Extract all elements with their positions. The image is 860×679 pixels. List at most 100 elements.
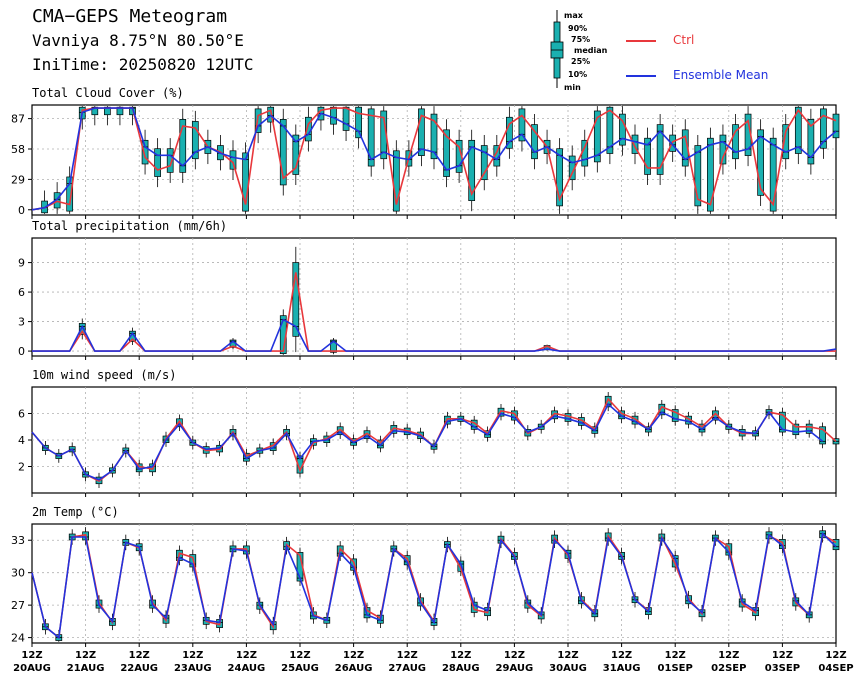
x-tick-label-time: 12Z [557,650,578,661]
mean-series-line [31,532,837,640]
x-tick-label-time: 12Z [825,650,846,661]
box-iqr [141,139,149,165]
legend-ctrl-label: Ctrl [673,33,695,47]
x-tick-label-time: 12Z [289,650,310,661]
y-tick-label: 27 [11,599,25,612]
panel-title: Total Cloud Cover (%) [32,86,184,100]
box-iqr [832,113,840,139]
box-iqr [292,262,300,337]
box-iqr [782,124,790,160]
y-tick-label: 33 [11,534,25,547]
box-iqr [556,148,563,207]
y-tick-label: 24 [11,632,25,645]
box-iqr [671,409,679,422]
y-tick-label: 29 [11,173,25,186]
x-tick-label-time: 12Z [21,650,42,661]
x-tick-label-date: 30AUG [549,663,587,674]
x-tick-label-time: 12Z [611,650,632,661]
y-tick-label: 6 [18,286,25,299]
box-iqr [418,108,425,156]
legend-min: min [564,83,581,92]
mean-series-line [31,107,837,211]
box-iqr [807,119,815,165]
box-iqr [606,106,614,154]
y-tick-label: 3 [18,316,25,329]
legend-box-glyph [550,10,564,88]
box-iqr [430,113,438,160]
legend-median: median [574,46,608,55]
box-iqr [154,148,161,177]
mean-series-line [32,318,837,352]
box-iqr [656,124,664,175]
box-iqr [443,129,450,177]
x-tick-label-time: 12Z [129,650,150,661]
x-tick-label-time: 12Z [718,650,739,661]
x-tick-label-date: 26AUG [335,663,373,674]
mean-series-line [31,402,824,481]
box-iqr [757,129,764,196]
x-tick-label-date: 29AUG [496,663,534,674]
box-iqr [769,137,777,212]
initime-label: IniTime: 20250820 12UTC [32,55,254,74]
chart-title: CMA−GEPS Meteogram [32,6,228,27]
x-tick-label-date: 04SEP [818,663,853,674]
y-tick-label: 6 [18,408,25,421]
ctrl-series-line [31,107,837,211]
box-iqr [732,124,739,160]
box-iqr [819,426,826,445]
location-label: Vavniya 8.75°N 80.50°E [32,31,244,50]
x-tick-label-date: 24AUG [228,663,266,674]
box-iqr [53,192,61,209]
panel-frame [31,237,837,357]
x-tick-label-time: 12Z [665,650,686,661]
box-iqr [279,119,287,186]
x-tick-label-date: 23AUG [174,663,212,674]
legend-mean-label: Ensemble Mean [673,68,769,82]
y-tick-label: 9 [18,257,25,270]
panel-title: 10m wind speed (m/s) [32,368,177,382]
x-tick-label-time: 12Z [236,650,257,661]
box-iqr [631,134,639,154]
box-iqr [593,110,601,163]
y-tick-label: 2 [18,461,25,474]
box-iqr [506,116,513,149]
box-iqr [480,145,488,181]
box-iqr [694,145,702,207]
y-tick-label: 87 [11,113,25,126]
x-tick-label-date: 25AUG [281,663,319,674]
y-tick-label: 4 [18,434,25,447]
x-tick-label-date: 02SEP [711,663,746,674]
legend-p90: 90% [568,24,588,33]
x-tick-label-time: 12Z [75,650,96,661]
box-iqr [531,124,538,160]
box-iqr [179,119,187,173]
box-iqr [330,339,337,353]
x-tick-label-date: 20AUG [13,663,51,674]
boxplot-legend: max 90% 75% median 25% 10% min [546,8,616,92]
box-iqr [794,106,802,154]
box-iqr [104,106,111,116]
x-tick-label-time: 12Z [772,650,793,661]
box-iqr [342,106,350,131]
legend-p10: 10% [568,70,588,79]
x-tick-label-date: 03SEP [765,663,800,674]
box-iqr [367,108,375,167]
box-iqr [330,106,337,125]
legend-max: max [564,11,583,20]
x-tick-label-time: 12Z [343,650,364,661]
x-tick-label-time: 12Z [397,650,418,661]
x-tick-label-time: 12Z [182,650,203,661]
box-iqr [619,113,626,146]
box-iqr [644,137,651,175]
x-tick-label-time: 12Z [504,650,525,661]
panel-title: 2m Temp (°C) [32,505,119,519]
box-iqr [468,139,476,201]
box-iqr [511,410,518,421]
box-iqr [805,423,813,434]
y-tick-label: 58 [11,143,25,156]
box-iqr [66,176,74,212]
y-tick-label: 0 [18,204,25,217]
box-iqr [191,121,199,160]
x-tick-label-date: 27AUG [388,663,426,674]
